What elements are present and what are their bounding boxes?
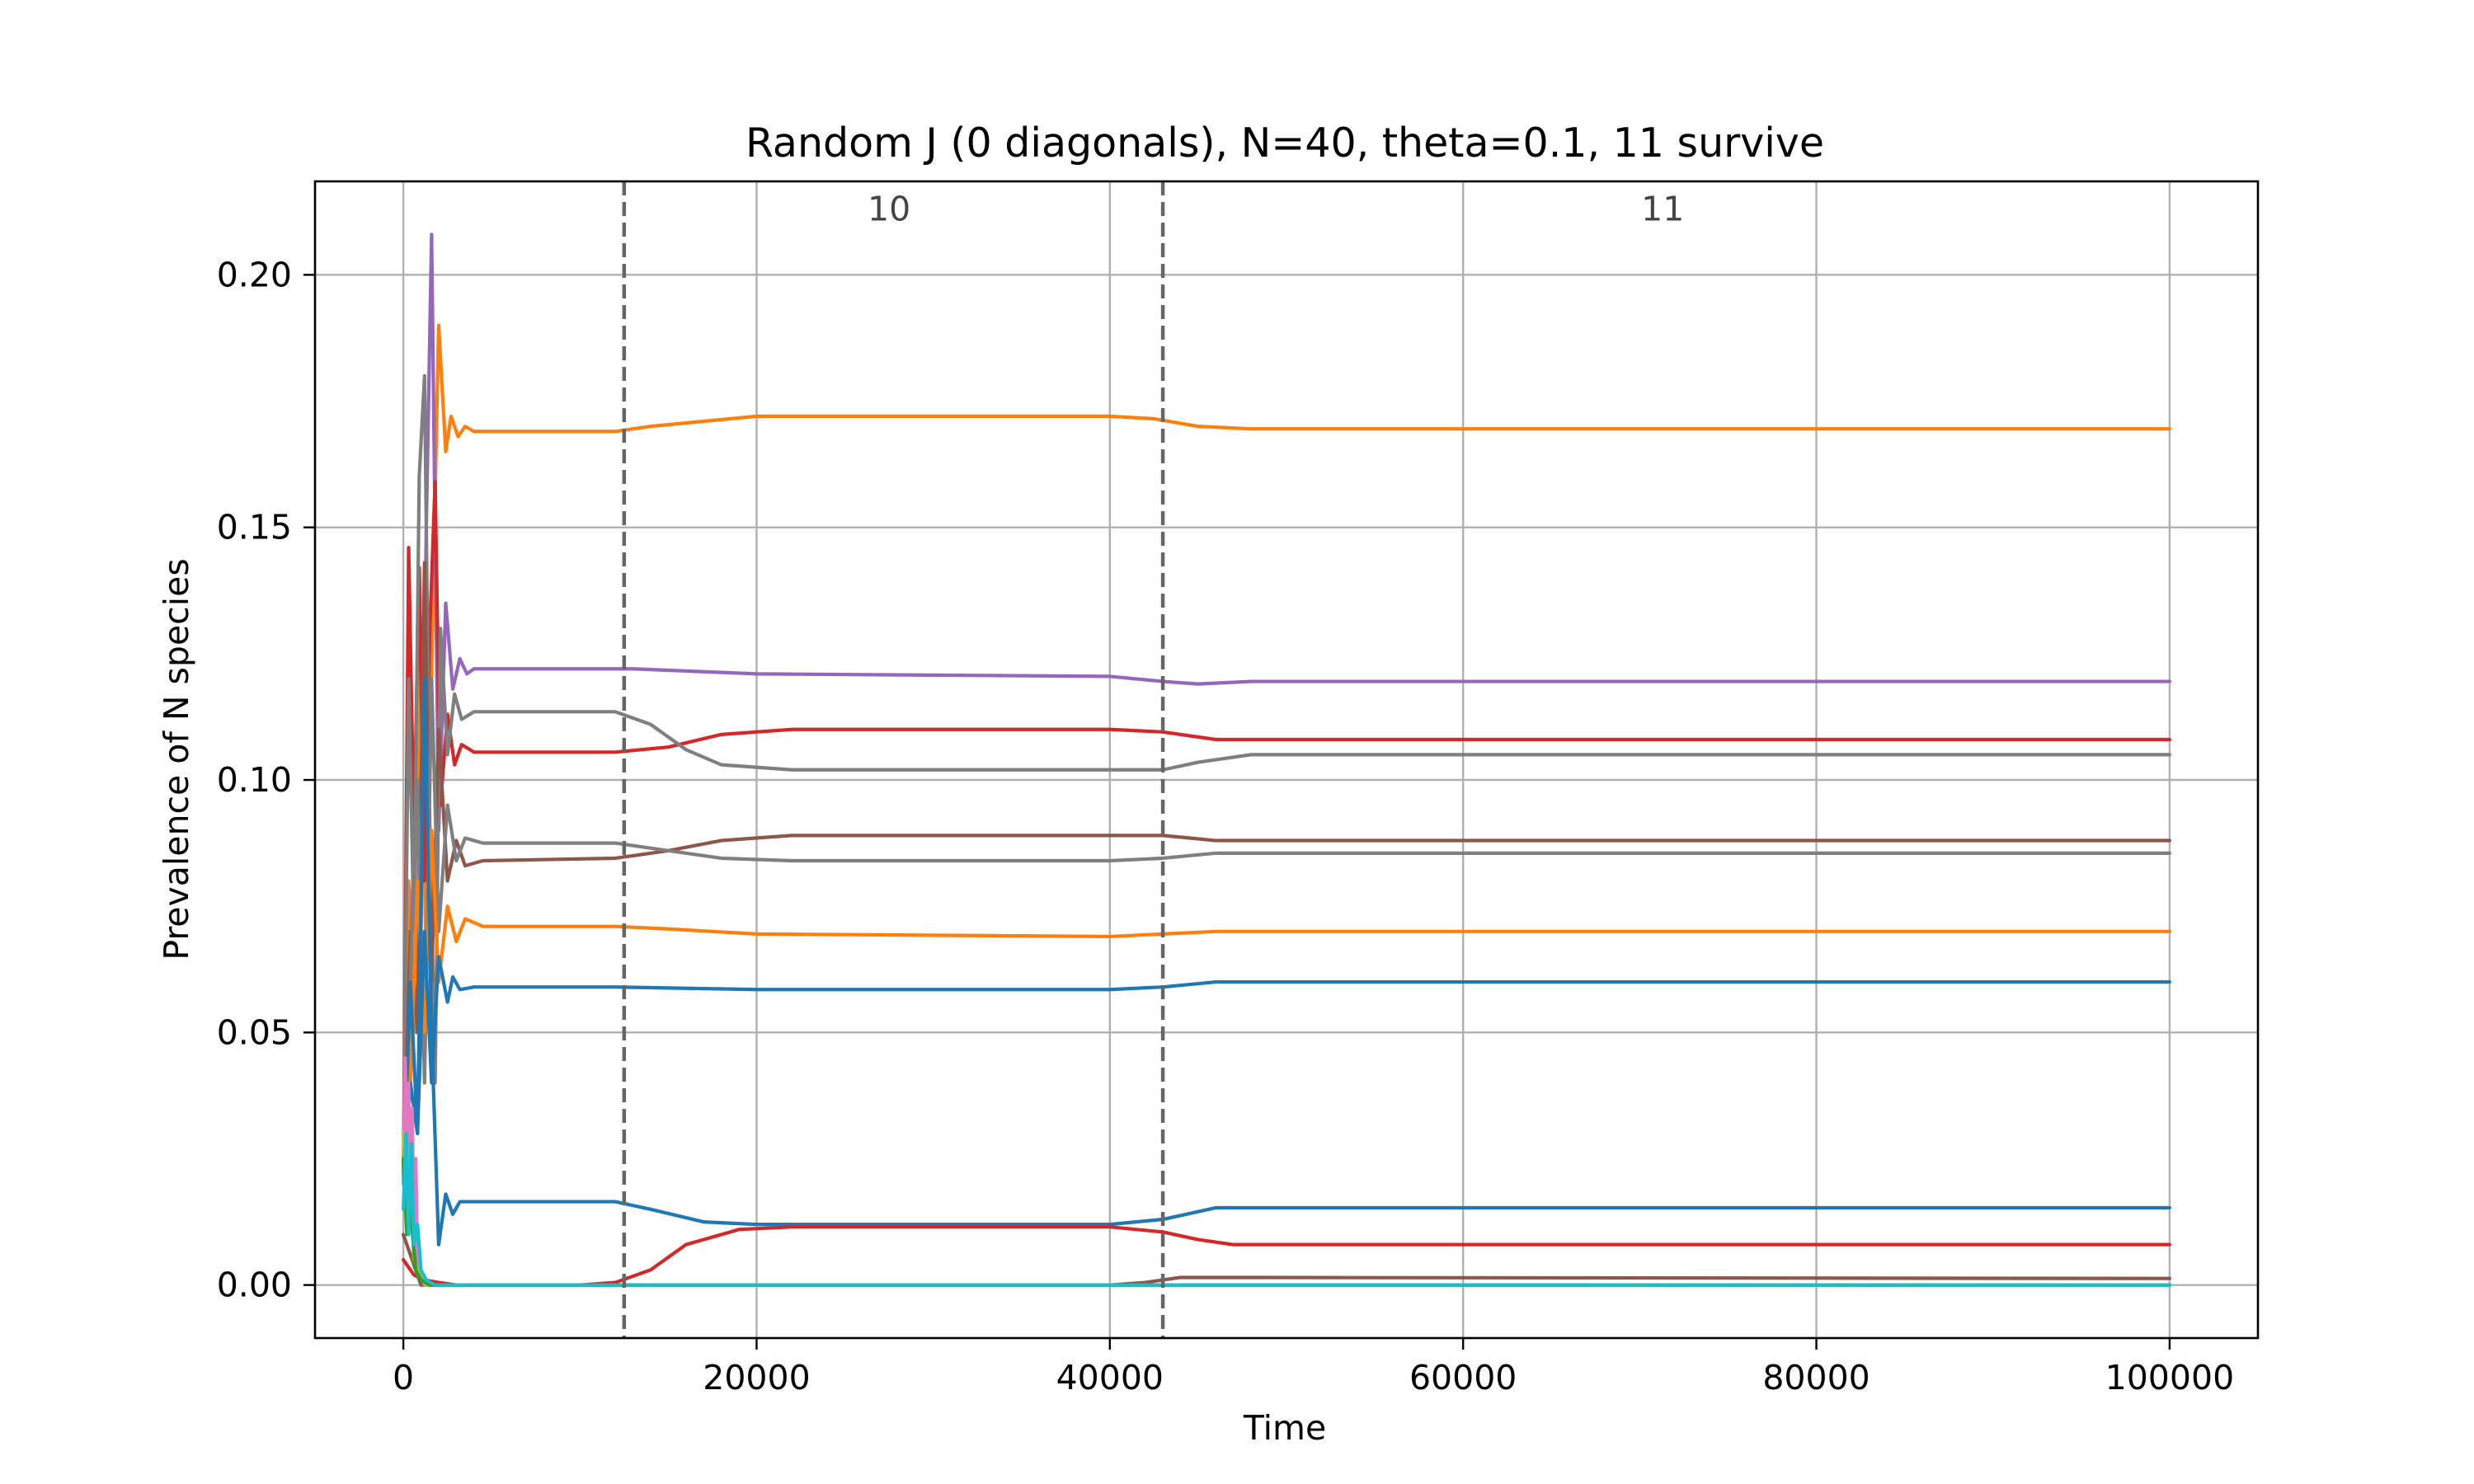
vertical-marker-lines	[622, 181, 1165, 1338]
region-count-annotation: 11	[1641, 190, 1684, 229]
series-line	[401, 1157, 2172, 1287]
y-tick-label: 0.15	[217, 508, 292, 547]
region-count-annotation: 10	[868, 190, 910, 229]
y-tick-label: 0.20	[217, 255, 292, 294]
x-tick-label: 0	[393, 1358, 414, 1397]
x-tick-label: 60000	[1409, 1358, 1517, 1397]
series-line	[401, 677, 2172, 1247]
series-line	[401, 1225, 2172, 1287]
y-tick-label: 0.00	[217, 1266, 292, 1305]
series-lines	[401, 232, 2172, 1287]
chart-title: Random J (0 diagonals), N=40, theta=0.1,…	[745, 120, 1824, 167]
x-tick-label: 80000	[1762, 1358, 1870, 1397]
y-tick-label: 0.05	[217, 1012, 292, 1052]
x-tick-label: 40000	[1056, 1358, 1164, 1397]
y-axis-ticks: 0.00 0.05 0.10 0.15 0.20	[217, 255, 315, 1305]
x-tick-label: 100000	[2105, 1358, 2235, 1397]
x-axis-ticks: 0 20000 40000 60000 80000 100000	[393, 1338, 2234, 1397]
y-axis-label: Prevalence of N species	[157, 558, 196, 960]
plot-frame	[313, 180, 2260, 1340]
series-line	[401, 929, 2172, 1186]
series-line	[401, 373, 2172, 1186]
series-line	[401, 1131, 2172, 1287]
x-axis-label: Time	[1243, 1408, 1326, 1448]
y-tick-label: 0.10	[217, 760, 292, 800]
series-line	[401, 561, 2172, 1186]
x-tick-label: 20000	[703, 1358, 810, 1397]
annotations: 10 11	[868, 190, 1684, 229]
